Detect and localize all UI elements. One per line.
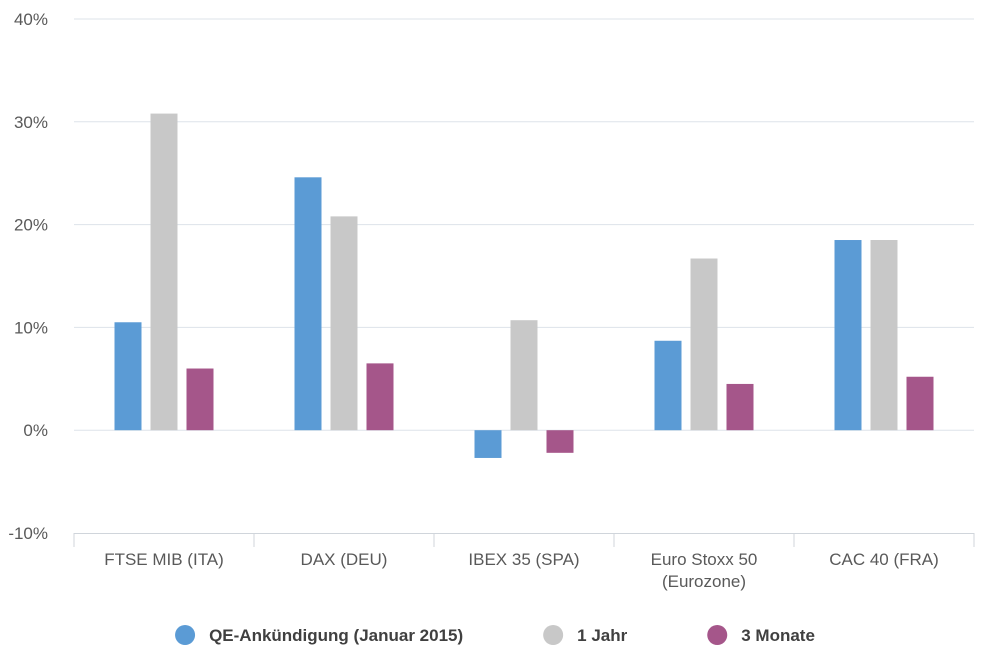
bars <box>114 113 934 458</box>
y-tick-label: 20% <box>14 216 48 235</box>
legend-marker <box>707 625 728 645</box>
y-tick-label: 0% <box>23 421 48 440</box>
x-category-label: CAC 40 (FRA) <box>829 550 939 569</box>
x-category-label: (Eurozone) <box>662 572 746 591</box>
legend-item: 3 Monate <box>707 625 815 645</box>
bar <box>366 363 394 431</box>
x-category-label: FTSE MIB (ITA) <box>104 550 224 569</box>
legend-label: 1 Jahr <box>577 626 627 645</box>
y-tick-label: 30% <box>14 113 48 132</box>
y-tick-label: 10% <box>14 318 48 337</box>
legend-label: 3 Monate <box>741 626 815 645</box>
x-category-label: Euro Stoxx 50 <box>651 550 758 569</box>
legend: QE-Ankündigung (Januar 2015) 1 Jahr 3 Mona… <box>175 625 815 645</box>
y-tick-label: -10% <box>8 524 48 543</box>
legend-marker <box>543 625 564 645</box>
bar <box>474 430 502 458</box>
bar <box>294 177 322 431</box>
legend-item: QE-Ankündigung (Januar 2015) <box>175 625 463 645</box>
bar <box>150 113 178 431</box>
x-axis: FTSE MIB (ITA) DAX (DEU) IBEX 35 (SPA) Euro… <box>73 533 975 591</box>
x-category-label: DAX (DEU) <box>301 550 388 569</box>
bar <box>870 240 898 431</box>
x-category-label: IBEX 35 (SPA) <box>468 550 579 569</box>
y-tick-label: 40% <box>14 10 48 29</box>
legend-label: QE-Ankündigung (Januar 2015) <box>209 626 463 645</box>
legend-marker <box>175 625 196 645</box>
bar <box>510 320 538 431</box>
y-axis: 40% 30% 20% 10% 0% -10% <box>8 10 48 543</box>
bar <box>834 240 862 431</box>
bar <box>186 368 214 431</box>
bar <box>906 376 934 431</box>
legend-item: 1 Jahr <box>543 625 628 645</box>
bar <box>330 216 358 431</box>
bar <box>726 383 754 431</box>
bar <box>546 430 574 453</box>
bar <box>690 258 718 431</box>
bar <box>114 322 142 431</box>
bar <box>654 340 682 431</box>
